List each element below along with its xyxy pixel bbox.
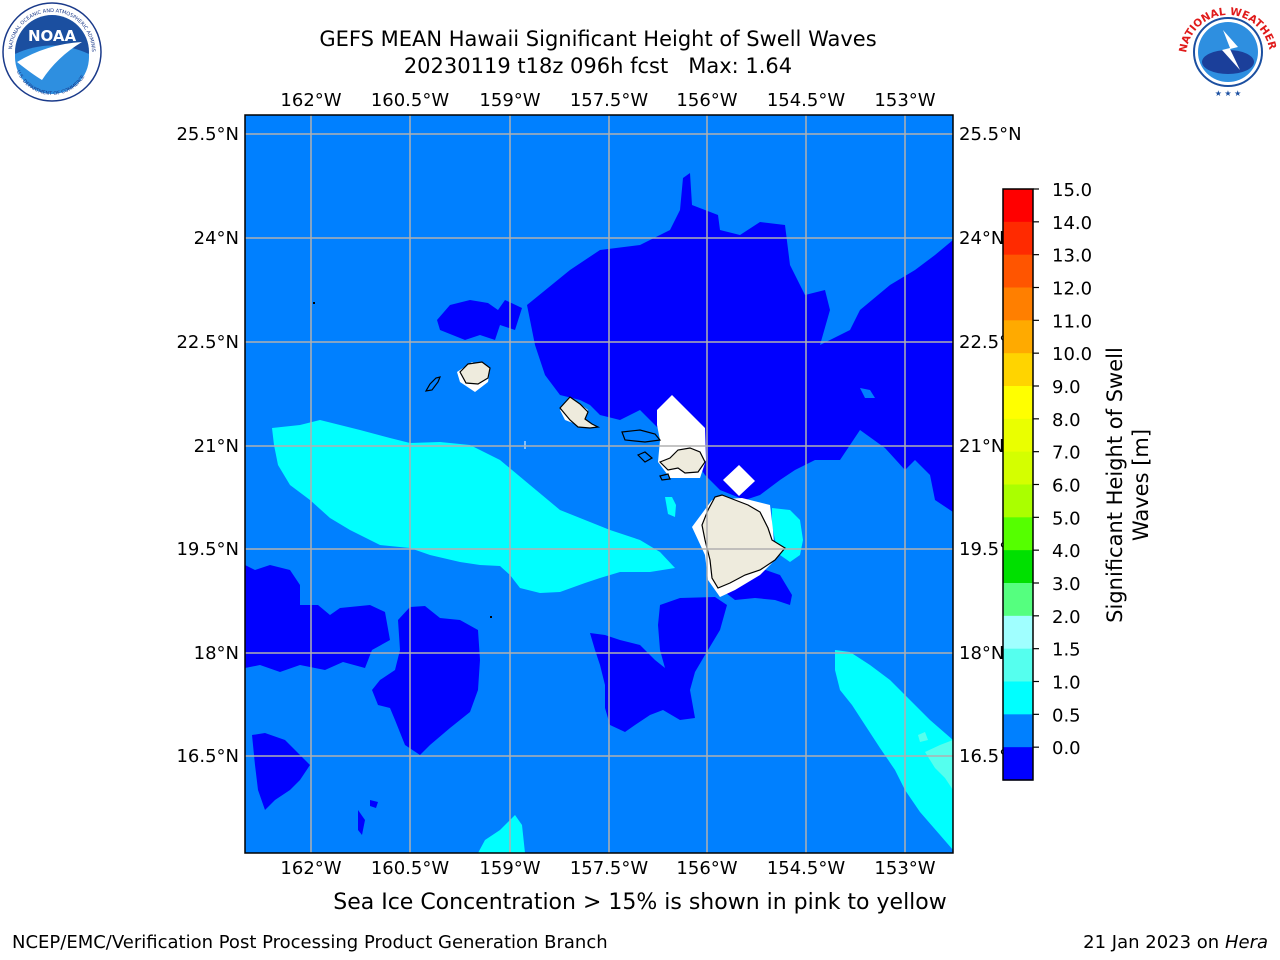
colorbar: 15.0 14.0 13.0 12.0 11.0 10.0 9.0 8.0 7.0 6.0 5.0 4…: [1002, 180, 1092, 781]
colorbar-segment: [1003, 418, 1033, 453]
machine-name: Hera: [1224, 932, 1268, 953]
island-hawaii: [701, 494, 786, 589]
island-molokai: [621, 429, 662, 443]
colorbar-tick-label: 4.0: [1052, 541, 1081, 562]
lat-label: 18°N: [194, 643, 239, 664]
colorbar-segment: [1003, 517, 1033, 551]
nws-logo: NATIONAL WEATHER SERVICE ★ ★ ★: [1178, 2, 1278, 100]
map-dots: [313, 302, 492, 618]
lat-label: 25.5°N: [959, 124, 1022, 145]
lat-labels-left: 25.5°N 24°N 22.5°N 21°N 19.5°N 18°N 16.5…: [176, 124, 239, 767]
lon-label: 159°W: [479, 858, 540, 879]
lon-label: 159°W: [479, 90, 540, 111]
colorbar-segment: [1003, 550, 1033, 584]
colorbar-tick-label: 14.0: [1052, 213, 1092, 234]
swell-contour-high: [918, 732, 953, 790]
map-area: [245, 115, 953, 853]
noaa-center-text: NOAA: [28, 27, 77, 45]
colorbar-tick-label: 12.0: [1052, 279, 1092, 300]
sea-ice-note: Sea Ice Concentration > 15% is shown in …: [333, 890, 947, 915]
colorbar-label: Significant Height of Swell Waves [m]: [1103, 347, 1153, 623]
map-title: GEFS MEAN Hawaii Significant Height of S…: [319, 27, 877, 51]
lat-label: 21°N: [959, 436, 1004, 457]
lat-label: 24°N: [194, 228, 239, 249]
colorbar-segment: [1003, 221, 1033, 256]
map-frame: [244, 114, 954, 854]
island-maui: [658, 447, 706, 474]
noaa-logo: NOAA NATIONAL OCEANIC AND ATMOSPHERIC AD…: [2, 2, 102, 102]
colorbar-segment: [1003, 484, 1033, 518]
colorbar-segment: [1003, 386, 1033, 420]
lat-label: 19.5°N: [176, 539, 239, 560]
hawaiian-islands: [424, 361, 786, 589]
lon-label: 153°W: [874, 858, 935, 879]
colorbar-segment: [1003, 353, 1033, 387]
colorbar-segment: [1003, 254, 1033, 289]
lon-label: 160.5°W: [371, 90, 450, 111]
lon-label: 160.5°W: [371, 858, 450, 879]
lon-labels-top: 162°W 160.5°W 159°W 157.5°W 156°W 154.5°…: [280, 90, 935, 111]
colorbar-tick-label: 3.0: [1052, 574, 1081, 595]
lon-label: 154.5°W: [767, 858, 846, 879]
lon-label: 157.5°W: [570, 90, 649, 111]
colorbar-tick-label: 0.5: [1052, 705, 1081, 726]
lon-label: 154.5°W: [767, 90, 846, 111]
branch-credit: NCEP/EMC/Verification Post Processing Pr…: [12, 932, 608, 953]
colorbar-tick-label: 7.0: [1052, 443, 1081, 464]
colorbar-segment: [1003, 583, 1033, 617]
colorbar-tick-label: 1.0: [1052, 673, 1081, 694]
lat-label: 18°N: [959, 643, 1004, 664]
colorbar-tick-label: 0.0: [1052, 738, 1081, 759]
lon-label: 162°W: [280, 858, 341, 879]
colorbar-tick-label: 5.0: [1052, 508, 1081, 529]
island-oahu: [559, 396, 601, 429]
island-niihau: [424, 376, 441, 392]
lat-label: 25.5°N: [176, 124, 239, 145]
lon-label: 153°W: [874, 90, 935, 111]
lat-label: 22.5°N: [176, 332, 239, 353]
colorbar-segments: [1003, 189, 1033, 781]
date-text: 21 Jan 2023 on: [1083, 932, 1225, 953]
lon-label: 157.5°W: [570, 858, 649, 879]
colorbar-segment: [1003, 714, 1033, 748]
map-subtitle: 20230119 t18z 096h fcst Max: 1.64: [403, 54, 793, 78]
colorbar-tick-label: 10.0: [1052, 344, 1092, 365]
colorbar-segment: [1003, 648, 1033, 683]
colorbar-segment: [1003, 451, 1033, 486]
map-gridlines: [245, 115, 953, 853]
colorbar-segment: [1003, 615, 1033, 650]
generation-date: 21 Jan 2023 on Hera: [1083, 932, 1268, 953]
lat-label: 16.5°N: [176, 746, 239, 767]
nws-stars-icon: ★ ★ ★: [1215, 89, 1242, 98]
colorbar-segment: [1003, 287, 1033, 321]
lon-labels-bottom: 162°W 160.5°W 159°W 157.5°W 156°W 154.5°…: [280, 858, 935, 879]
colorbar-tick-label: 15.0: [1052, 180, 1092, 201]
colorbar-segment: [1003, 189, 1033, 223]
colorbar-segment: [1003, 747, 1033, 781]
colorbar-tick-label: 11.0: [1052, 311, 1092, 332]
colorbar-segment: [1003, 320, 1033, 354]
colorbar-segment: [1003, 681, 1033, 715]
island-kauai: [459, 361, 491, 385]
lon-label: 156°W: [676, 858, 737, 879]
colorbar-tick-label: 1.5: [1052, 640, 1081, 661]
lat-label: 24°N: [959, 228, 1004, 249]
lon-label: 156°W: [676, 90, 737, 111]
colorbar-tick-label: 9.0: [1052, 377, 1081, 398]
colorbar-tick-label: 6.0: [1052, 476, 1081, 497]
island-kahoolawe: [659, 473, 671, 481]
colorbar-tick-label: 8.0: [1052, 410, 1081, 431]
lon-label: 162°W: [280, 90, 341, 111]
lat-label: 21°N: [194, 436, 239, 457]
island-lanai: [636, 451, 654, 463]
colorbar-tick-label: 2.0: [1052, 607, 1081, 628]
colorbar-tick-label: 13.0: [1052, 246, 1092, 267]
colorbar-ticks: 15.0 14.0 13.0 12.0 11.0 10.0 9.0 8.0 7.0 6.0 5.0 4…: [1033, 180, 1092, 759]
